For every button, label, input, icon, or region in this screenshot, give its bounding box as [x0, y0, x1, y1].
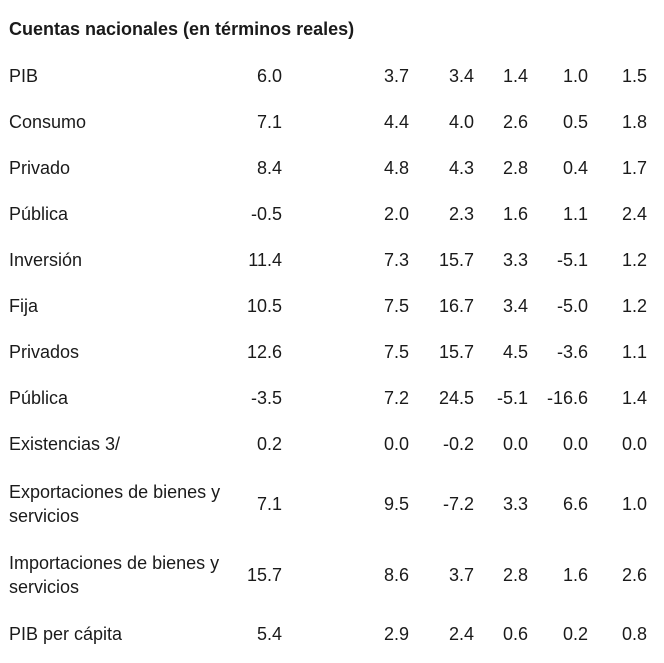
cell-value: 15.7: [246, 565, 282, 585]
cell-value: 1.4: [621, 388, 647, 408]
cell-value: 7.1: [256, 494, 282, 514]
row-label: Pública: [9, 388, 69, 408]
cell-value: 0.4: [562, 158, 588, 178]
cell-value: 2.3: [448, 204, 474, 224]
cell-value: 1.5: [621, 66, 647, 86]
cell-value: -3.6: [556, 342, 588, 362]
cell-value: 8.6: [383, 565, 409, 585]
cell-value: -0.2: [442, 434, 474, 454]
row-label: Fija: [9, 296, 39, 316]
table-title: Cuentas nacionales (en términos reales): [9, 19, 355, 39]
cell-value: 7.3: [383, 250, 409, 270]
cell-value: -16.6: [546, 388, 588, 408]
cell-value: 4.3: [448, 158, 474, 178]
cell-value: -5.1: [556, 250, 588, 270]
cell-value: 4.8: [383, 158, 409, 178]
cell-value: 1.6: [562, 565, 588, 585]
cell-value: 12.6: [246, 342, 282, 362]
cell-value: 2.0: [383, 204, 409, 224]
cell-value: -5.0: [556, 296, 588, 316]
cell-value: 1.0: [621, 494, 647, 514]
row-label: Consumo: [9, 112, 87, 132]
cell-value: 2.6: [502, 112, 528, 132]
cell-value: 0.0: [383, 434, 409, 454]
cell-value: 3.4: [502, 296, 528, 316]
cell-value: 7.1: [256, 112, 282, 132]
cell-value: 11.4: [248, 250, 282, 270]
cell-value: -3.5: [250, 388, 282, 408]
cell-value: 2.4: [621, 204, 647, 224]
cell-value: 15.7: [438, 250, 474, 270]
cell-value: 7.2: [383, 388, 409, 408]
cell-value: 3.7: [448, 565, 474, 585]
cell-value: 1.2: [621, 250, 647, 270]
cell-value: 0.5: [562, 112, 588, 132]
cell-value: 2.9: [383, 624, 409, 644]
row-label: Pública: [9, 204, 69, 224]
cell-value: 0.0: [562, 434, 588, 454]
cell-value: 4.5: [502, 342, 528, 362]
cell-value: 1.1: [621, 342, 647, 362]
row-label: Inversión: [9, 250, 83, 270]
cell-value: 6.6: [562, 494, 588, 514]
cell-value: -0.5: [250, 204, 282, 224]
cell-value: 3.7: [383, 66, 409, 86]
cell-value: 1.8: [621, 112, 647, 132]
cell-value: 1.4: [502, 66, 528, 86]
cell-value: -7.2: [442, 494, 474, 514]
row-label: Importaciones de bienes y servicios: [9, 553, 220, 597]
cell-value: -5.1: [496, 388, 528, 408]
cell-value: 0.6: [502, 624, 528, 644]
row-label: Privado: [9, 158, 71, 178]
cell-value: 7.5: [383, 342, 409, 362]
cell-value: 24.5: [438, 388, 474, 408]
cell-value: 16.7: [438, 296, 474, 316]
cell-value: 9.5: [383, 494, 409, 514]
cell-value: 7.5: [383, 296, 409, 316]
cell-value: 1.2: [621, 296, 647, 316]
cell-value: 0.2: [562, 624, 588, 644]
cell-value: 1.1: [562, 204, 588, 224]
cell-value: 2.8: [502, 565, 528, 585]
cell-value: 8.4: [256, 158, 282, 178]
cell-value: 0.8: [621, 624, 647, 644]
cell-value: 3.3: [502, 250, 528, 270]
cell-value: 3.4: [448, 66, 474, 86]
row-label: PIB per cápita: [9, 624, 123, 644]
cell-value: 2.6: [621, 565, 647, 585]
cell-value: 0.0: [502, 434, 528, 454]
cell-value: 5.4: [256, 624, 282, 644]
row-label: PIB: [9, 66, 39, 86]
cell-value: 4.4: [383, 112, 409, 132]
cell-value: 6.0: [256, 66, 282, 86]
cell-value: 2.8: [502, 158, 528, 178]
row-label: Privados: [9, 342, 80, 362]
cell-value: 1.7: [621, 158, 647, 178]
cell-value: 15.7: [438, 342, 474, 362]
cell-value: 4.0: [448, 112, 474, 132]
cell-value: 2.4: [448, 624, 474, 644]
cell-value: 3.3: [502, 494, 528, 514]
cell-value: 0.0: [621, 434, 647, 454]
cell-value: 1.6: [502, 204, 528, 224]
row-label: Exportaciones de bienes y servicios: [9, 482, 221, 526]
cell-value: 10.5: [246, 296, 282, 316]
cell-value: 0.2: [256, 434, 282, 454]
cell-value: 1.0: [562, 66, 588, 86]
row-label: Existencias 3/: [9, 434, 121, 454]
